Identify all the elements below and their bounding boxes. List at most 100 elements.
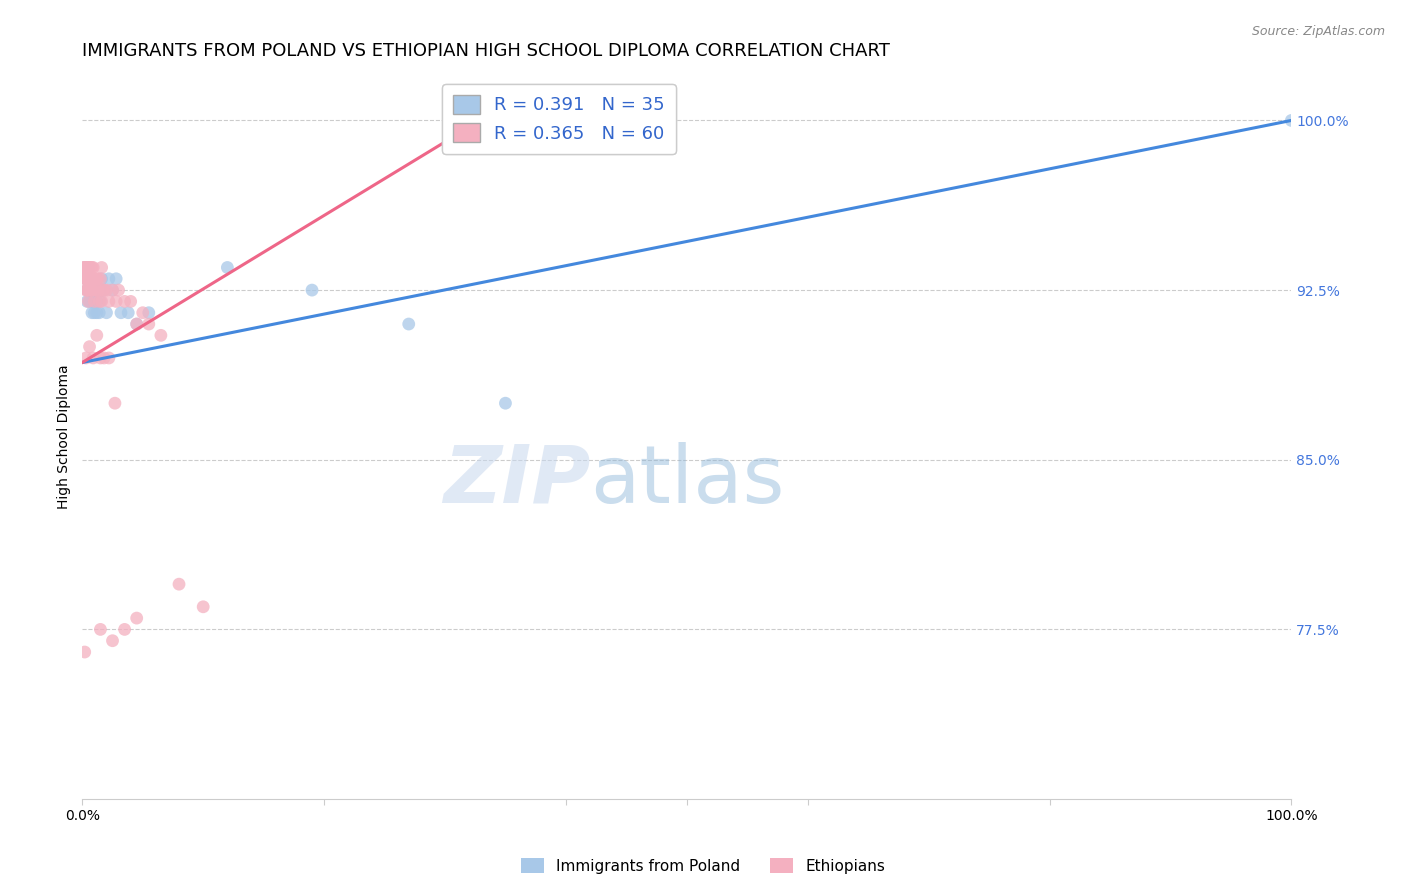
Point: [117, 306, 139, 320]
Point: [77, 283, 100, 297]
Point: [82, 272, 104, 286]
Point: [83, 294, 105, 309]
Point: [82, 351, 104, 365]
Text: ZIP: ZIP: [443, 442, 591, 519]
Point: [87, 283, 110, 297]
Point: [301, 283, 323, 297]
Point: [120, 294, 142, 309]
Point: [93, 283, 115, 297]
Point: [110, 306, 132, 320]
Point: [73, 260, 96, 275]
Point: [97, 351, 120, 365]
Point: [76, 283, 98, 297]
Point: [97, 294, 120, 309]
Point: [75, 272, 97, 286]
Point: [89, 306, 111, 320]
Point: [101, 283, 124, 297]
Point: [79, 272, 101, 286]
Point: [398, 317, 420, 331]
Point: [73, 272, 96, 286]
Point: [83, 283, 105, 297]
Legend: Immigrants from Poland, Ethiopians: Immigrants from Poland, Ethiopians: [515, 852, 891, 880]
Point: [86, 272, 108, 286]
Point: [82, 283, 104, 297]
Point: [105, 272, 128, 286]
Point: [83, 306, 105, 320]
Point: [84, 283, 107, 297]
Point: [76, 283, 98, 297]
Point: [138, 306, 160, 320]
Point: [93, 283, 115, 297]
Point: [75, 260, 97, 275]
Point: [73, 645, 96, 659]
Point: [101, 633, 124, 648]
Point: [75, 283, 97, 297]
Point: [104, 396, 127, 410]
Point: [80, 272, 103, 286]
Point: [89, 351, 111, 365]
Point: [97, 272, 120, 286]
Point: [82, 260, 104, 275]
Point: [125, 317, 148, 331]
Point: [79, 294, 101, 309]
Point: [80, 283, 103, 297]
Point: [114, 294, 136, 309]
Point: [79, 260, 101, 275]
Point: [114, 623, 136, 637]
Text: IMMIGRANTS FROM POLAND VS ETHIOPIAN HIGH SCHOOL DIPLOMA CORRELATION CHART: IMMIGRANTS FROM POLAND VS ETHIOPIAN HIGH…: [83, 42, 890, 60]
Point: [89, 294, 111, 309]
Point: [90, 272, 112, 286]
Point: [83, 294, 105, 309]
Point: [132, 306, 155, 320]
Point: [77, 260, 100, 275]
Point: [89, 623, 111, 637]
Point: [80, 283, 103, 297]
Point: [90, 260, 112, 275]
Point: [77, 272, 100, 286]
Point: [91, 283, 114, 297]
Point: [89, 294, 111, 309]
Point: [167, 577, 190, 591]
Point: [86, 306, 108, 320]
Point: [86, 283, 108, 297]
Point: [96, 283, 118, 297]
Point: [77, 260, 100, 275]
Point: [105, 294, 128, 309]
Point: [125, 317, 148, 331]
Point: [80, 283, 103, 297]
Point: [77, 294, 100, 309]
Point: [76, 294, 98, 309]
Point: [96, 306, 118, 320]
Point: [80, 306, 103, 320]
Point: [149, 328, 172, 343]
Point: [73, 260, 96, 275]
Point: [76, 272, 98, 286]
Point: [83, 272, 105, 286]
Point: [90, 294, 112, 309]
Point: [217, 260, 239, 275]
Point: [80, 260, 103, 275]
Point: [138, 317, 160, 331]
Point: [86, 294, 108, 309]
Point: [75, 272, 97, 286]
Point: [1279, 113, 1302, 128]
Point: [125, 611, 148, 625]
Point: [80, 272, 103, 286]
Point: [79, 340, 101, 354]
Point: [77, 283, 100, 297]
Point: [80, 294, 103, 309]
Point: [75, 351, 97, 365]
Point: [86, 328, 108, 343]
Point: [87, 283, 110, 297]
Point: [193, 599, 215, 614]
Point: [80, 272, 103, 286]
Point: [80, 260, 103, 275]
Point: [93, 351, 115, 365]
Point: [101, 283, 124, 297]
Y-axis label: High School Diploma: High School Diploma: [58, 365, 72, 509]
Point: [107, 283, 129, 297]
Point: [84, 272, 107, 286]
Point: [76, 260, 98, 275]
Text: Source: ZipAtlas.com: Source: ZipAtlas.com: [1251, 25, 1385, 38]
Point: [72, 260, 94, 275]
